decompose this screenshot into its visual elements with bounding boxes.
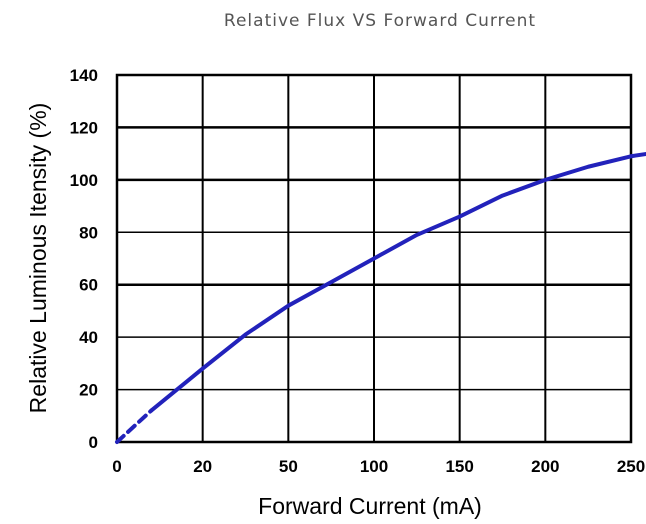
y-axis-label: Relative Luminous Itensity (%)	[25, 103, 51, 414]
plot-frame	[115, 73, 633, 444]
y-tick-label: 60	[79, 276, 98, 295]
y-tick-label: 20	[79, 381, 98, 400]
x-tick-label: 150	[445, 457, 473, 476]
y-tick-label: 0	[89, 433, 98, 452]
x-tick-label: 0	[112, 457, 121, 476]
y-tick-labels: 0 20 40 60 80 100 120 140	[70, 66, 98, 452]
x-tick-label: 100	[360, 457, 388, 476]
y-tick-label: 120	[70, 118, 98, 137]
chart-title: Relative Flux VS Forward Current	[224, 11, 536, 31]
y-tick-label: 40	[79, 328, 98, 347]
series-line	[149, 154, 633, 413]
x-tick-label: 200	[531, 457, 559, 476]
x-axis-label: Forward Current (mA)	[258, 493, 482, 519]
y-tick-label: 140	[70, 66, 98, 85]
x-tick-label: 250	[617, 457, 645, 476]
series-lines	[115, 151, 646, 444]
y-tick-label: 100	[70, 171, 98, 190]
x-tick-label: 50	[279, 457, 298, 476]
y-tick-label: 80	[79, 223, 98, 242]
x-tick-labels: 0 20 50 100 150 200 250	[112, 457, 645, 476]
series-line-dashed	[115, 408, 154, 444]
x-tick-label: 20	[193, 457, 212, 476]
series-line	[629, 151, 646, 159]
